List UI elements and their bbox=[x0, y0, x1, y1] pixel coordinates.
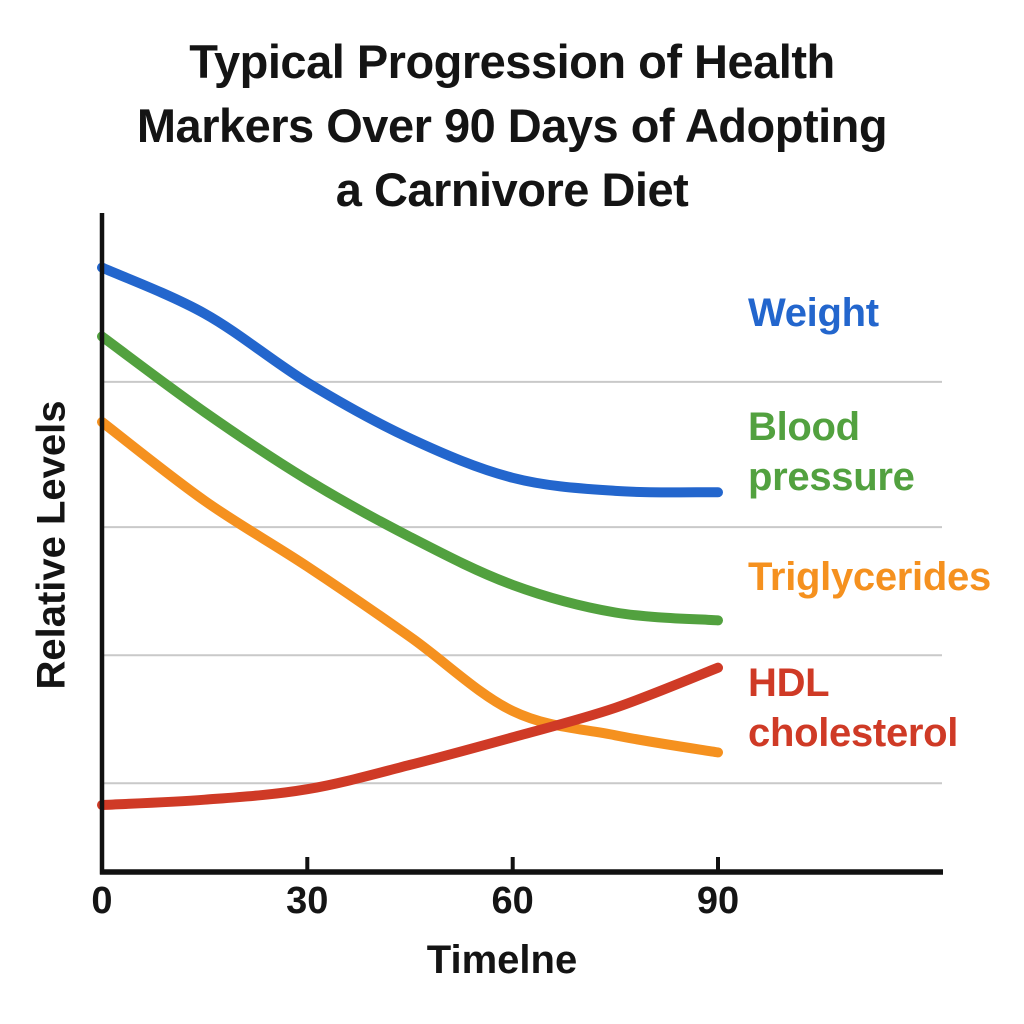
x-tick-label: 30 bbox=[286, 880, 329, 922]
x-axis-label: Timelne bbox=[426, 938, 578, 982]
weight-line bbox=[97, 262, 723, 498]
chart-title: Typical Progression of Health Markers Ov… bbox=[0, 30, 1024, 222]
legend-weight: Weight bbox=[748, 291, 879, 335]
chart-title-line-1: Typical Progression of Health bbox=[189, 35, 835, 88]
x-tick-label: 90 bbox=[696, 880, 740, 922]
chart-title-line-2: Markers Over 90 Days of Adopting bbox=[136, 99, 888, 152]
hdl-cholesterol-line bbox=[97, 662, 723, 810]
legend-triglycerides: Triglycerides bbox=[748, 555, 991, 599]
x-tick-label: 0 bbox=[91, 880, 113, 922]
legend-hdl-cholesterol: HDL cholesterol bbox=[748, 661, 959, 755]
blood-pressure-line bbox=[97, 331, 723, 626]
legend-blood-pressure: Blood pressure bbox=[748, 405, 915, 499]
x-tick-label: 60 bbox=[491, 880, 534, 922]
triglycerides-line bbox=[97, 417, 723, 758]
chart-title-line-3: a Carnivore Diet bbox=[335, 163, 689, 216]
y-axis-label: Relative Levels bbox=[29, 400, 74, 690]
